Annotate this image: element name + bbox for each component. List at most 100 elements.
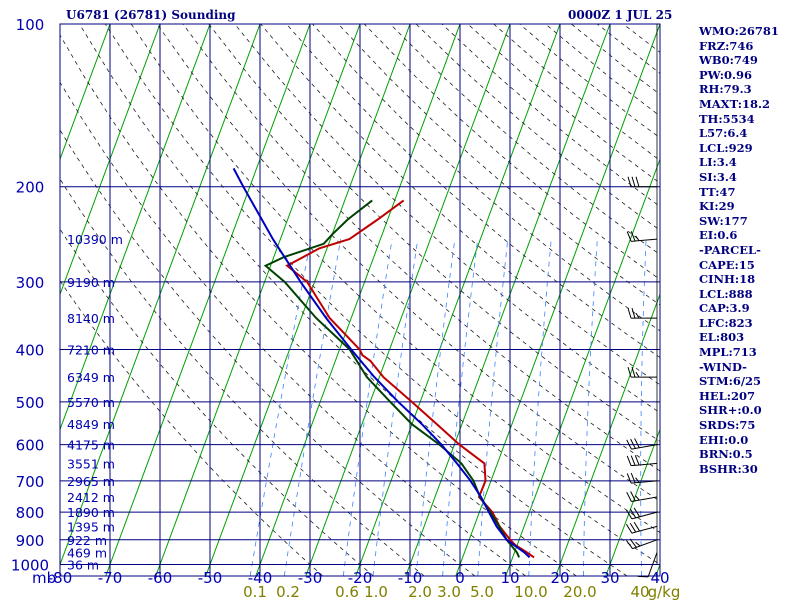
wind-barb-staff <box>631 480 658 484</box>
temperature-tick-label: -10 <box>398 569 423 587</box>
index-entry: SW:177 <box>699 213 748 228</box>
isotherm <box>355 24 561 576</box>
temperature-tick-label: -60 <box>148 569 173 587</box>
wind-barb-flag <box>625 540 633 550</box>
wind-barb-flag <box>630 472 636 483</box>
mixing-ratio-label: 3.0 <box>437 583 461 600</box>
pressure-tick-label: 200 <box>16 179 45 197</box>
index-entry: MPL:713 <box>699 345 757 360</box>
index-entry: EHI:0.0 <box>699 432 749 447</box>
isotherm <box>105 24 311 576</box>
wind-barb-staff <box>631 496 658 503</box>
indices-panel: WMO:26781 FRZ:746 WB0:749 PW:0.96 RH:79.3 MAX… <box>699 24 779 476</box>
mixing-ratio-label: 40 <box>630 583 649 600</box>
wind-barb-flag <box>629 538 637 548</box>
wind-barb-flag <box>633 507 641 518</box>
wind-barb <box>626 231 658 242</box>
wind-barb-flag <box>637 575 649 578</box>
mixing-ratio-line <box>415 239 456 576</box>
pressure-tick-label: 300 <box>16 274 45 292</box>
height-label: 2412 m <box>67 490 115 505</box>
index-entry: SI:3.4 <box>699 169 737 184</box>
pressure-tick-label: 900 <box>16 532 45 550</box>
wind-barb-flag <box>630 438 636 449</box>
wind-barb-flag <box>635 541 641 547</box>
index-entry: RH:79.3 <box>699 82 752 97</box>
wind-barb <box>625 538 658 550</box>
index-entry: BRN:0.5 <box>699 447 753 462</box>
wind-barb <box>625 507 658 520</box>
isotherm <box>455 24 660 576</box>
wind-barb <box>626 472 658 484</box>
index-entry: L57:6.4 <box>699 126 748 141</box>
height-label: 5570 m <box>67 395 115 410</box>
index-entry: EI:0.6 <box>699 228 738 243</box>
height-label: 6349 m <box>67 370 115 385</box>
height-label: 3551 m <box>67 456 115 471</box>
wind-barb-flag <box>635 371 640 378</box>
wind-barb-staff <box>631 511 658 520</box>
index-entry: PW:0.96 <box>699 67 753 82</box>
wind-barb-flag <box>633 521 641 532</box>
pressure-grid <box>59 23 661 577</box>
dry-adiabat <box>60 34 577 576</box>
pressure-tick-label: 100 <box>16 16 45 34</box>
mixing-ratio-label: 20.0 <box>563 583 596 600</box>
wind-barb-staff <box>632 539 658 550</box>
station-title: U6781 (26781) Sounding <box>66 8 236 22</box>
parcel-profile <box>232 167 531 559</box>
wind-barb-flag <box>631 176 636 187</box>
wind-barb-flag <box>635 312 640 319</box>
dry-adiabat <box>60 178 425 576</box>
index-entry: STM:6/25 <box>699 374 762 389</box>
mixing-ratio-label: 10.0 <box>514 583 547 600</box>
wind-barb-staff <box>631 238 658 242</box>
index-entry: SRDS:75 <box>699 418 756 433</box>
wind-barb-staff <box>631 462 658 467</box>
index-entry: MAXT:18.2 <box>699 96 770 111</box>
wind-barb-flag <box>626 491 632 502</box>
wind-barb-flag <box>630 491 636 502</box>
index-entry: BSHR:30 <box>699 461 758 476</box>
height-label: 8140 m <box>67 311 115 326</box>
pressure-tick-label: 500 <box>16 394 45 412</box>
isotherm <box>505 157 660 576</box>
plot-frame <box>59 23 661 577</box>
dry-adiabat <box>130 24 660 533</box>
index-entry: WMO:26781 <box>699 24 779 38</box>
wind-barb-staff <box>647 552 658 578</box>
isotherm <box>605 427 660 576</box>
temperature-tick-label: 10 <box>500 569 519 587</box>
dry-adiabat <box>389 24 660 256</box>
pressure-tick-label: 1000 <box>11 557 49 575</box>
dry-adiabat <box>60 228 374 576</box>
wind-barb-flag <box>634 438 640 448</box>
wind-barb-flag <box>627 307 632 319</box>
wind-barb-flag <box>635 495 640 501</box>
index-entry: -PARCEL- <box>699 242 761 257</box>
temperature-tick-label: -70 <box>98 569 123 587</box>
height-label: 1395 m <box>67 519 115 534</box>
mixing-ratio-line <box>583 239 598 576</box>
wind-barb-staff <box>631 525 658 534</box>
wind-barb <box>627 307 657 319</box>
height-label: 469 m <box>67 546 107 561</box>
height-label: 4175 m <box>67 438 115 453</box>
mixing-ratio-line <box>442 239 479 576</box>
isotherm <box>255 24 461 576</box>
height-label: 2965 m <box>67 474 115 489</box>
temperature-tick-label: 0 <box>455 569 465 587</box>
isotherm <box>60 24 161 296</box>
index-entry: LI:3.4 <box>699 155 737 170</box>
index-entry: SHR+:0.0 <box>699 403 762 418</box>
background-lines <box>60 24 660 576</box>
mixing-ratio-line <box>372 239 419 576</box>
wind-barb <box>627 366 657 378</box>
wind-barb-flag <box>629 522 637 533</box>
mixing-ratio-label: g/kg <box>648 583 681 600</box>
height-label: 4849 m <box>67 417 115 432</box>
index-entry: HEL:207 <box>699 388 755 403</box>
